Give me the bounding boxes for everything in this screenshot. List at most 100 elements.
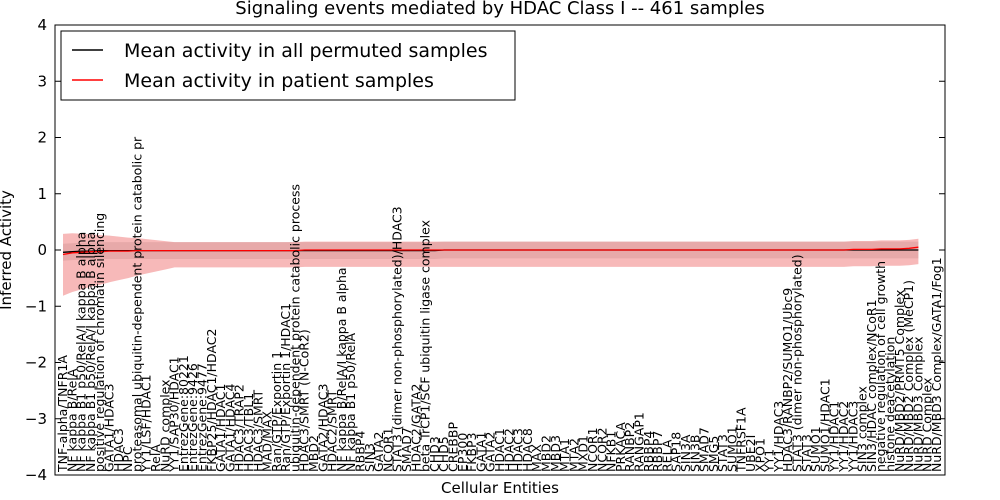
x-tick-label: TNF-alpha/TNFR1A xyxy=(55,355,70,473)
x-tick-label: STAT3 (dimer non-phosphorylated) xyxy=(790,254,805,472)
x-tick-label: NuRD/MBD2 Complex (MeCP1) xyxy=(901,280,916,472)
x-tick-label: NF kappa B1 p50/RelA xyxy=(343,332,358,472)
x-tick-label: PRKACA xyxy=(613,422,628,472)
x-tick-label: RelA xyxy=(148,444,163,472)
x-tick-label: STAT3 xyxy=(799,434,814,472)
x-tick-label: RBBP7 xyxy=(650,431,665,472)
y-tick-label: 3 xyxy=(37,72,47,90)
x-tick-label: YY1/HDAC3 xyxy=(771,401,786,473)
y-tick-label: −1 xyxy=(25,297,47,315)
legend: Mean activity in all permuted samples Me… xyxy=(60,30,516,101)
x-tick-label: positive regulation of chromatin silenci… xyxy=(92,213,107,472)
x-tick-label: Ran/GTP/Exportin 1 xyxy=(269,351,284,472)
y-tick-label: −3 xyxy=(25,410,47,428)
x-tick-label: SMAD7 xyxy=(697,427,712,472)
x-tick-label: SAP18 xyxy=(669,432,684,472)
x-tick-label: NF kappa B1 p50/RelA/I kappa B alpha xyxy=(83,232,98,472)
x-tick-label: SIN3B xyxy=(687,435,702,473)
x-axis-label: Cellular Entities xyxy=(441,479,559,497)
x-tick-label: SMAD7 xyxy=(399,427,414,472)
x-tick-label: HDAC2/GATA2 xyxy=(408,384,423,472)
x-tick-label: RBBP4 xyxy=(641,431,656,472)
y-axis-label: Inferred Activity xyxy=(0,190,15,310)
x-tick-label: SIN3/HDAC complex/NCoR1 xyxy=(864,299,879,472)
x-tick-label: EntrezGene:9477 xyxy=(195,363,210,472)
x-tick-label: YY1/HDAC3 xyxy=(845,401,860,473)
x-tick-label: RELA xyxy=(659,439,674,472)
x-tick-label: SIN3A xyxy=(678,434,693,472)
confidence-bands xyxy=(63,233,919,296)
y-tick-label: 2 xyxy=(37,129,47,147)
x-tick-label: NCOR2 xyxy=(594,427,609,472)
x-tick-label: STAT3 xyxy=(715,434,730,472)
x-tick-label: MAX xyxy=(529,444,544,472)
x-tick-label: YY1/SAP30/HDAC1 xyxy=(167,356,182,473)
x-tick-label: EntrezGene:80221 xyxy=(176,355,191,472)
x-tick-label: ubiquitin-dependent protein catabolic pr… xyxy=(287,184,302,472)
x-tick-label: NuRD/MBD2/PRMT5 Complex xyxy=(892,290,907,472)
x-tick-label: SMG5 xyxy=(706,436,721,472)
x-tick-label: MTA2 xyxy=(566,438,581,472)
x-tick-label: EntrezGene:9426 xyxy=(185,363,200,472)
x-tick-label: RANBP2 xyxy=(622,422,637,472)
x-tick-label: TNFRSF1A xyxy=(734,407,749,473)
x-tick-label: HDAC2/SMRT xyxy=(325,389,340,472)
patient-band xyxy=(63,233,919,296)
x-tick-label: NF kappa B1 p50/RelA/I kappa B alpha xyxy=(74,232,89,472)
y-tick-label: −2 xyxy=(25,354,47,372)
x-tick-label: proteasomal ubiquitin-dependent protein … xyxy=(129,136,144,472)
x-tick-label: RBBP4 xyxy=(353,431,368,472)
x-tick-label: NuRD complex xyxy=(157,379,172,472)
x-tick-label: MTA1 xyxy=(557,438,572,472)
x-tick-label: GATA1/HDAC1 xyxy=(213,384,228,472)
x-tick-label: SUMO1/HDAC1 xyxy=(817,378,832,472)
series-lines xyxy=(62,246,919,256)
legend-label-patient: Mean activity in patient samples xyxy=(124,70,434,92)
x-tick-label: SIN3 complex xyxy=(855,386,870,472)
x-tick-label: NF kappa B/RelA xyxy=(64,368,79,472)
y-tick-label: 1 xyxy=(37,185,47,203)
x-tick-label: XPO1 xyxy=(752,438,767,472)
x-tick-label: YY1 xyxy=(762,449,777,473)
x-tick-label: GATA2 xyxy=(483,432,498,472)
x-tick-label: YY1/HDAC2 xyxy=(836,401,851,473)
x-tick-label: NuRD Complex xyxy=(920,378,935,472)
x-tick-label: SIN3 xyxy=(362,443,377,472)
y-tick-label: 4 xyxy=(37,16,47,34)
x-tick-label: UBE2I xyxy=(743,435,758,472)
series-line-patient xyxy=(62,246,919,256)
x-tick-label: RANGAP1 xyxy=(632,412,647,472)
x-tick-label: HDAC3/SMRT xyxy=(250,389,265,472)
y-tick-label: −4 xyxy=(25,466,47,484)
x-tick-label: CREBBP xyxy=(446,422,461,472)
x-tick-label: GATA1 xyxy=(473,432,488,472)
x-tick-label: HDAC3 xyxy=(111,428,126,472)
x-tick-label: GATA2 xyxy=(371,432,386,472)
x-tick-label: GATA2/HDAC3 xyxy=(315,384,330,472)
x-tick-label: histone deacetylation xyxy=(883,337,898,472)
x-tick-label: EP300 xyxy=(455,433,470,472)
x-tick-label: GATA1/HDAC4 xyxy=(222,383,237,472)
x-tick-label: NuRD/MBD3 Complex xyxy=(910,336,925,472)
x-tick-label: NuRD/MBD3 Complex/GATA1/Fog1 xyxy=(929,257,944,472)
x-tick-label: FKBP25/HDAC1/HDAC2 xyxy=(204,329,219,472)
x-tick-label: HDAC3/RANBP2/SUMO1/Ubc9 xyxy=(780,288,795,472)
legend-label-permuted: Mean activity in all permuted samples xyxy=(124,40,487,62)
x-tick-label: SUMO1 xyxy=(724,426,739,472)
x-tick-label: HDAC3/SMRT (N-CoR2) xyxy=(297,329,312,472)
x-tick-label: MBD2 xyxy=(539,435,554,472)
x-tick-label: CHD5 xyxy=(436,436,451,472)
x-tick-label: HDAC3/TBL1 xyxy=(241,393,256,472)
y-tick-label: 0 xyxy=(37,241,47,259)
x-tick-label: YY1/HDAC1 xyxy=(827,401,842,473)
legend-box xyxy=(60,30,516,101)
x-tick-label: YY1/LSF/HDAC1 xyxy=(139,374,154,473)
x-tick-label: CHD3 xyxy=(427,436,442,472)
x-tick-label: NFKB1 xyxy=(604,431,619,472)
x-tick-label: NPC xyxy=(120,446,135,472)
x-tick-label: MBD2 xyxy=(306,435,321,472)
x-tick-label: NCOR1 xyxy=(585,427,600,472)
x-tick-label: NCOR1 xyxy=(380,427,395,472)
y-axis-ticks: −4 −3 −2 −1 0 1 2 3 4 xyxy=(25,16,945,484)
